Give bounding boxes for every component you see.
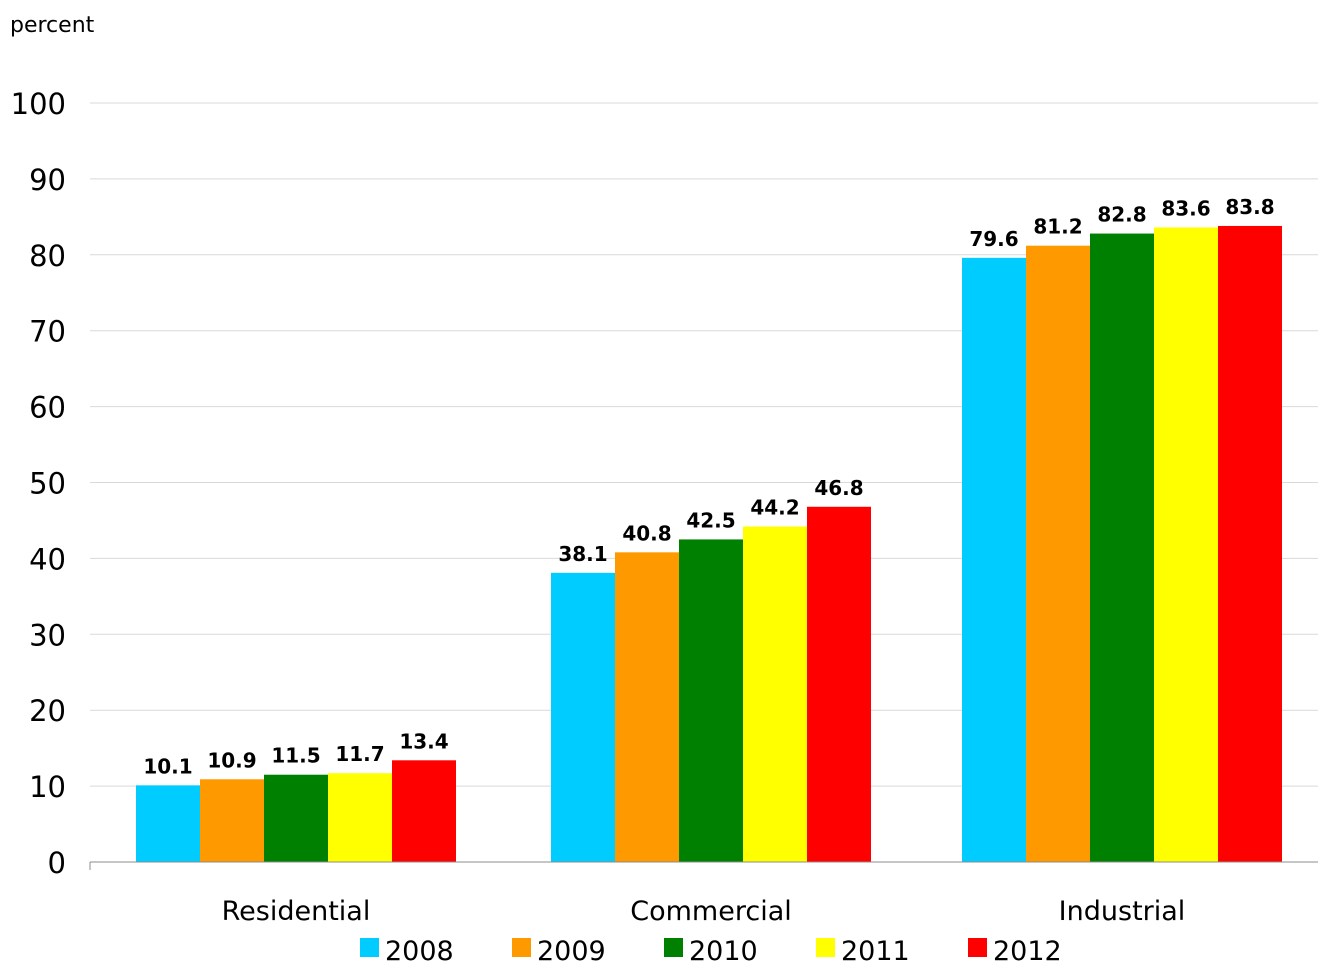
gridlines: [90, 102, 1318, 787]
y-tick-label: 30: [29, 618, 66, 652]
data-label: 83.6: [1161, 196, 1210, 220]
bar-commercial-2009: [615, 552, 679, 862]
bar-industrial-2011: [1154, 227, 1218, 862]
bar-industrial-2012: [1218, 225, 1282, 862]
category-label: Industrial: [1059, 896, 1186, 927]
bar-commercial-2011: [743, 526, 807, 862]
data-label: 46.8: [814, 476, 863, 500]
legend-label: 2011: [841, 936, 910, 967]
y-tick-label: 0: [48, 846, 66, 880]
y-tick-label: 90: [29, 163, 66, 197]
category-labels: Residential Commercial Industrial: [222, 896, 1186, 927]
bar-commercial-2010: [679, 539, 743, 862]
category-label: Commercial: [630, 896, 792, 927]
y-tick-label: 50: [29, 467, 66, 501]
data-label: 44.2: [750, 496, 799, 520]
data-label: 10.9: [207, 748, 256, 772]
y-tick-label: 10: [29, 770, 66, 804]
bar-residential-2011: [328, 773, 392, 862]
y-tick-label: 40: [29, 542, 66, 576]
legend-swatch-2009: [512, 938, 531, 957]
data-label: 11.7: [335, 742, 384, 766]
y-tick-label: 100: [11, 87, 66, 121]
y-axis-label: percent: [10, 13, 95, 38]
bar-commercial-2008: [551, 572, 615, 862]
bar-residential-2012: [392, 760, 456, 862]
data-label: 82.8: [1097, 203, 1146, 227]
category-label: Residential: [222, 896, 371, 927]
y-tick-label: 60: [29, 391, 66, 425]
legend-label: 2010: [689, 936, 758, 967]
bars: [136, 225, 1282, 863]
legend-swatch-2012: [968, 938, 987, 957]
data-label: 81.2: [1033, 215, 1082, 239]
legend-swatch-2008: [360, 938, 379, 957]
legend-label: 2012: [993, 936, 1062, 967]
data-labels: 10.1 38.1 79.6 10.9 40.8 81.2 11.5 42.5 82.8 11.7…: [143, 195, 1274, 778]
legend: 2008 2009 2010 2011 2012: [360, 936, 1062, 967]
data-label: 83.8: [1225, 195, 1274, 219]
y-tick-label: 80: [29, 239, 66, 273]
legend-label: 2009: [537, 936, 606, 967]
data-label: 10.1: [143, 754, 192, 778]
data-label: 42.5: [686, 508, 735, 532]
data-label: 11.5: [271, 744, 320, 768]
legend-swatch-2011: [816, 938, 835, 957]
bar-residential-2010: [264, 774, 328, 862]
data-label: 79.6: [969, 227, 1018, 251]
legend-swatch-2010: [664, 938, 683, 957]
bar-industrial-2009: [1026, 245, 1090, 862]
y-axis-ticks: 0 10 20 30 40 50 60 70 80 90 100: [11, 87, 66, 880]
y-tick-label: 20: [29, 694, 66, 728]
axes: [89, 861, 1318, 870]
data-label: 38.1: [558, 542, 607, 566]
legend-label: 2008: [385, 936, 454, 967]
bar-commercial-2012: [807, 506, 871, 862]
bar-industrial-2010: [1090, 233, 1154, 863]
bar-industrial-2008: [962, 257, 1026, 862]
data-label: 13.4: [399, 729, 448, 753]
bar-residential-2008: [136, 785, 200, 862]
y-tick-label: 70: [29, 315, 66, 349]
bar-residential-2009: [200, 779, 264, 862]
data-label: 40.8: [622, 521, 671, 545]
